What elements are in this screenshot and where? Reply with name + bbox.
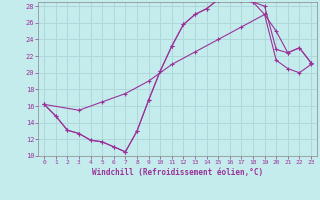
X-axis label: Windchill (Refroidissement éolien,°C): Windchill (Refroidissement éolien,°C) xyxy=(92,168,263,177)
